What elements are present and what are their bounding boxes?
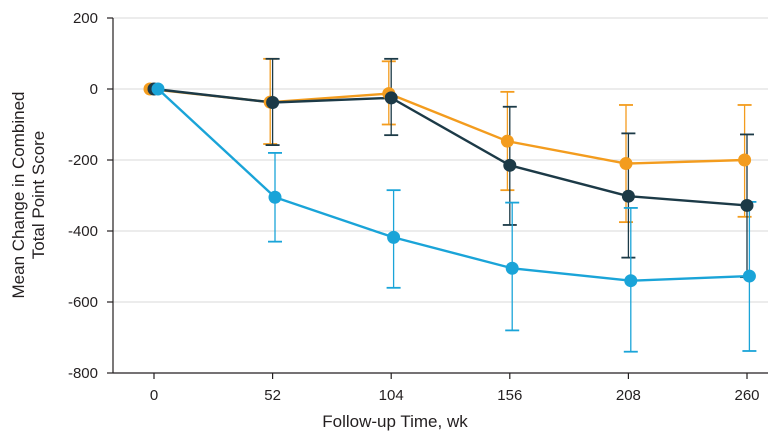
- y-tick-label: 200: [73, 10, 98, 27]
- x-tick-label: 208: [616, 387, 641, 404]
- y-axis-title-line: Mean Change in Combined: [9, 92, 28, 299]
- data-point: [742, 269, 756, 283]
- y-tick-label: -200: [68, 152, 98, 169]
- y-tick-label: -600: [68, 294, 98, 311]
- data-point: [503, 158, 517, 172]
- gridlines: [113, 17, 768, 303]
- y-axis-title: Mean Change in CombinedTotal Point Score: [9, 92, 48, 299]
- data-point: [621, 189, 635, 203]
- axes: [107, 17, 768, 379]
- x-tick-label: 156: [497, 387, 522, 404]
- series-line: [157, 88, 750, 282]
- series-line: [149, 87, 745, 165]
- data-point: [738, 153, 752, 167]
- data-point: [505, 261, 519, 275]
- data-point: [151, 82, 165, 96]
- x-tick-label: 0: [150, 387, 158, 404]
- data-point: [740, 198, 754, 212]
- series-lines: [149, 87, 750, 282]
- y-tick-label: 0: [90, 81, 98, 98]
- x-tick-label: 52: [264, 387, 281, 404]
- y-axis-title-line: Total Point Score: [29, 131, 48, 260]
- x-tick-label: 104: [379, 387, 404, 404]
- data-point: [384, 91, 398, 105]
- x-axis-title: Follow-up Time, wk: [322, 412, 468, 431]
- data-point: [619, 157, 633, 171]
- data-point: [387, 230, 401, 244]
- y-tick-label: -800: [68, 365, 98, 382]
- data-point: [266, 95, 280, 109]
- data-points: [143, 82, 756, 288]
- data-point: [268, 190, 282, 204]
- axis-labels: -800 -600 -400 -200 0 200 0 52 104 156 208 260 Follo…: [9, 10, 760, 431]
- data-point: [500, 134, 514, 148]
- series-line: [153, 87, 748, 207]
- error-bars: [263, 57, 757, 353]
- y-tick-label: -400: [68, 223, 98, 240]
- x-tick-label: 260: [734, 387, 759, 404]
- data-point: [624, 274, 638, 288]
